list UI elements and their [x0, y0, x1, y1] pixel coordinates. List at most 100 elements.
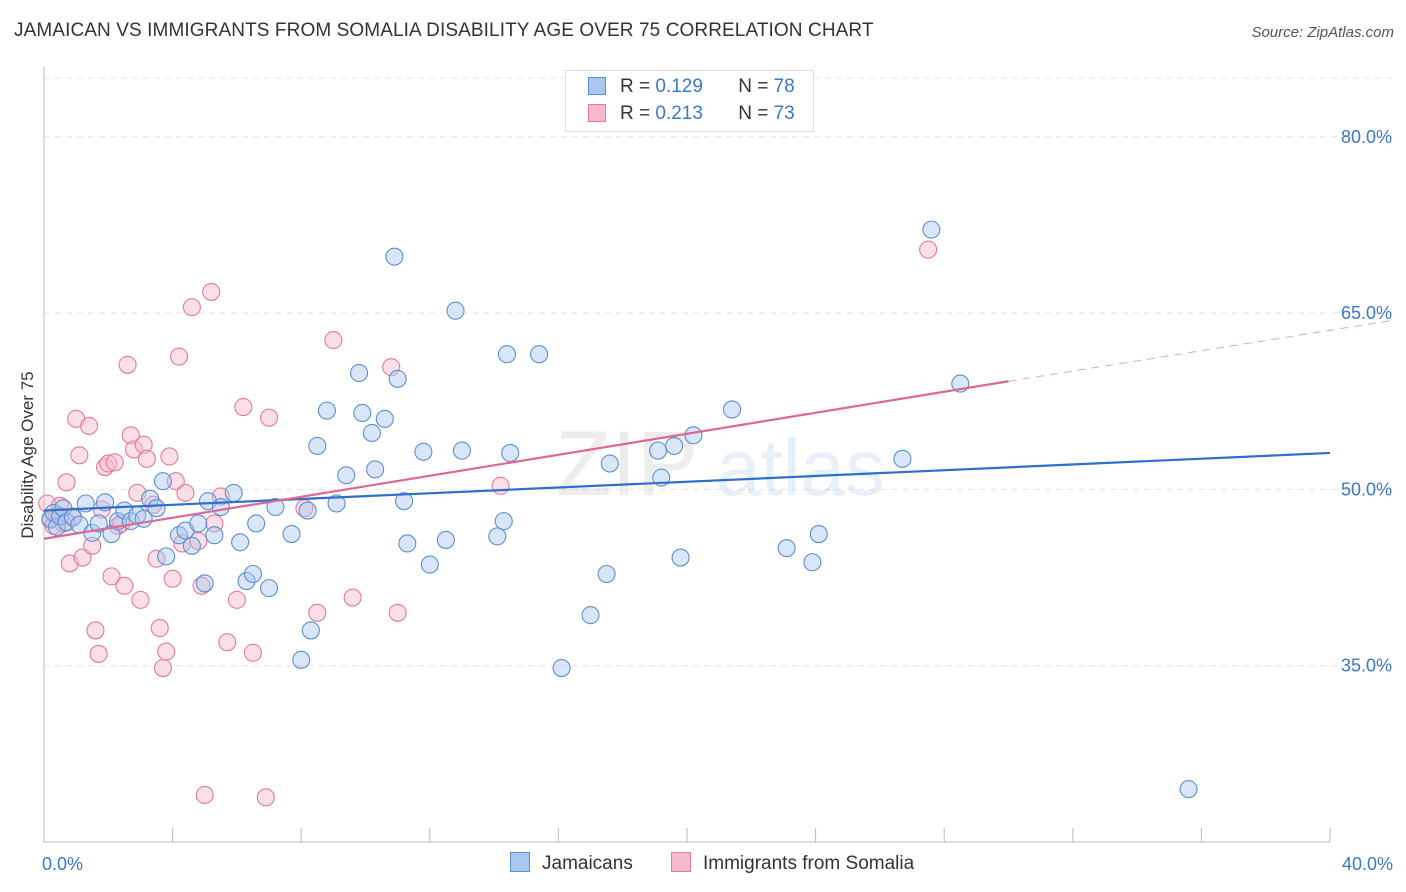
- point-jamaicans: [446, 301, 465, 320]
- point-somalia: [115, 576, 134, 595]
- point-jamaicans: [922, 220, 941, 239]
- point-somalia: [131, 590, 150, 609]
- tick-labels: 35.0% 50.0% 65.0% 80.0% 0.0% 40.0%: [42, 127, 1393, 874]
- legend-swatch-pink: [588, 104, 606, 122]
- point-somalia: [99, 454, 118, 473]
- point-jamaicans: [671, 548, 690, 567]
- point-jamaicans: [385, 247, 404, 266]
- point-jamaicans: [1179, 780, 1198, 799]
- point-jamaicans: [597, 564, 616, 584]
- point-jamaicans: [501, 443, 520, 462]
- point-jamaicans: [317, 401, 336, 420]
- point-somalia: [182, 298, 201, 317]
- point-somalia: [163, 569, 182, 588]
- point-somalia: [308, 603, 327, 622]
- legend-n-value: 78: [773, 76, 795, 97]
- bottom-legend-somalia: Immigrants from Somalia: [671, 852, 914, 875]
- point-somalia: [343, 588, 362, 607]
- point-jamaicans: [153, 472, 173, 491]
- point-jamaicans: [488, 527, 507, 546]
- legend-r-label: R =: [620, 76, 651, 97]
- point-somalia: [491, 476, 510, 495]
- point-jamaicans: [649, 441, 668, 460]
- point-jamaicans: [337, 466, 356, 485]
- point-somalia: [227, 590, 246, 609]
- bottom-legend-label: Jamaicans: [542, 853, 633, 874]
- legend-row-somalia: R = 0.213 N = 73: [588, 103, 795, 125]
- bottom-legend-label: Immigrants from Somalia: [703, 853, 915, 874]
- point-jamaicans: [211, 497, 230, 517]
- x-tick-label-max: 40.0%: [1342, 854, 1393, 874]
- point-somalia: [256, 788, 275, 807]
- point-jamaicans: [298, 501, 317, 520]
- point-somalia: [105, 453, 124, 472]
- point-somalia: [57, 473, 76, 492]
- legend-swatch-blue: [588, 77, 606, 95]
- point-jamaicans: [552, 658, 571, 678]
- point-jamaicans: [494, 512, 513, 531]
- point-jamaicans: [722, 400, 742, 419]
- bottom-legend-swatch-blue: [510, 852, 530, 872]
- chart-title: JAMAICAN VS IMMIGRANTS FROM SOMALIA DISA…: [14, 20, 874, 41]
- point-somalia: [192, 576, 211, 595]
- legend-r-value: 0.213: [655, 103, 703, 124]
- point-somalia: [73, 548, 92, 567]
- point-jamaicans: [665, 436, 684, 455]
- watermark-atlas: atlas: [716, 423, 885, 512]
- legend-r-label: R =: [620, 103, 651, 124]
- point-somalia: [118, 355, 137, 374]
- point-jamaicans: [231, 533, 250, 552]
- point-jamaicans: [893, 449, 912, 468]
- point-somalia: [324, 331, 343, 350]
- y-tick-label: 50.0%: [1341, 479, 1392, 499]
- point-jamaicans: [395, 492, 414, 511]
- legend-n-value: 73: [773, 103, 795, 124]
- y-tick-label: 80.0%: [1341, 127, 1392, 147]
- point-jamaicans: [308, 436, 327, 455]
- point-jamaicans: [266, 497, 285, 517]
- point-jamaicans: [141, 489, 160, 508]
- point-jamaicans: [301, 621, 320, 640]
- point-somalia: [243, 643, 263, 662]
- point-somalia: [234, 398, 253, 417]
- point-somalia: [96, 458, 115, 477]
- point-somalia: [176, 483, 195, 502]
- axes: [43, 67, 1331, 843]
- point-jamaicans: [54, 499, 73, 518]
- series-immigrants-from-somalia: [38, 240, 938, 807]
- point-jamaicans: [282, 524, 301, 544]
- point-jamaicans: [237, 572, 256, 591]
- point-somalia: [102, 567, 121, 586]
- point-somalia: [89, 644, 108, 663]
- point-jamaicans: [362, 423, 381, 443]
- source-label: Source: ZipAtlas.com: [1251, 24, 1394, 41]
- point-jamaicans: [189, 514, 208, 533]
- point-jamaicans: [327, 494, 346, 513]
- series-jamaicans: [41, 220, 1198, 799]
- point-somalia: [160, 447, 179, 466]
- point-jamaicans: [600, 454, 619, 473]
- point-somalia: [157, 642, 176, 661]
- y-tick-label: 35.0%: [1341, 656, 1392, 676]
- point-somalia: [388, 603, 407, 622]
- point-somalia: [218, 633, 237, 652]
- point-jamaicans: [375, 409, 394, 428]
- point-somalia: [153, 658, 173, 678]
- point-jamaicans: [530, 345, 549, 364]
- point-somalia: [259, 408, 279, 427]
- point-jamaicans: [247, 514, 266, 533]
- point-jamaicans: [224, 483, 243, 502]
- point-jamaicans: [388, 369, 407, 388]
- point-jamaicans: [398, 534, 417, 553]
- point-somalia: [150, 619, 169, 638]
- point-jamaicans: [182, 536, 201, 555]
- point-jamaicans: [777, 539, 796, 558]
- point-somalia: [195, 785, 214, 805]
- bottom-legend-swatch-pink: [671, 852, 691, 872]
- trend-line-somalia: [43, 380, 1009, 540]
- point-jamaicans: [436, 530, 455, 549]
- point-somalia: [134, 435, 153, 454]
- y-axis-label-text: Disability Age Over 75: [18, 371, 37, 539]
- correlation-legend: R = 0.129 N = 78 R = 0.213 N = 73: [565, 70, 814, 132]
